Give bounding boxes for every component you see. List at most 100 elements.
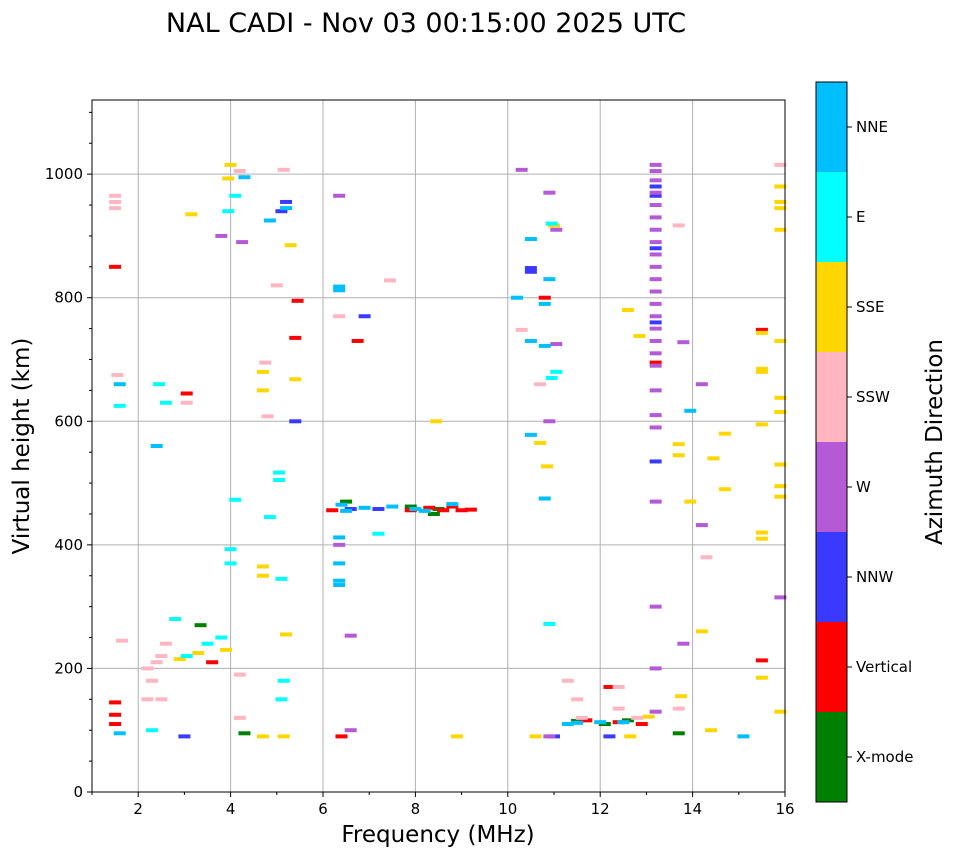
x-axis: 2 4 6 8 10 12 14 16 [91, 792, 795, 818]
echo-point [515, 167, 528, 172]
echo-point [543, 419, 556, 424]
echo-point [649, 162, 662, 167]
echo-point [273, 470, 286, 475]
echo-point [649, 190, 662, 195]
echo-point [755, 675, 768, 680]
echo-point [116, 638, 129, 643]
echo-point [180, 391, 193, 396]
colorbar-segment [816, 442, 847, 532]
echo-point [571, 697, 584, 702]
echo-point [215, 635, 228, 640]
echo-point [635, 722, 648, 727]
x-tick-label: 14 [683, 800, 702, 818]
y-tick-label: 1000 [45, 165, 83, 183]
echo-point [275, 576, 288, 581]
echo-point [109, 264, 122, 269]
echo-point [224, 547, 237, 552]
echo-point [649, 246, 662, 251]
echo-point [677, 641, 690, 646]
echo-point [224, 561, 237, 566]
x-tick-label: 2 [133, 800, 143, 818]
echo-point [222, 209, 235, 214]
colorbar-tick-label: SSW [856, 388, 890, 406]
echo-point [561, 722, 574, 727]
echo-point [109, 199, 122, 204]
x-axis-label: Frequency (MHz) [341, 822, 534, 848]
echo-point [284, 243, 297, 248]
echo-point [418, 508, 431, 513]
colorbar-segment [816, 172, 847, 262]
echo-point [633, 334, 646, 339]
echo-point [113, 731, 126, 736]
colorbar-segment [816, 712, 847, 802]
echo-point [335, 502, 348, 507]
x-tick-label: 4 [226, 800, 236, 818]
chart-title: NAL CADI - Nov 03 00:15:00 2025 UTC [166, 8, 686, 39]
echo-point [233, 715, 246, 720]
echo-point [695, 382, 708, 387]
echo-point [774, 338, 787, 343]
y-tick-label: 600 [54, 412, 83, 430]
echo-point [194, 623, 207, 628]
echo-point [146, 678, 159, 683]
echo-point [113, 382, 126, 387]
echo-point [150, 444, 163, 448]
echo-point [649, 666, 662, 671]
echo-point [263, 515, 276, 520]
echo-point [755, 536, 768, 541]
echo-point [335, 734, 348, 739]
echo-point [649, 351, 662, 356]
echo-point [437, 508, 450, 513]
grid-lines [92, 100, 786, 793]
echo-point [340, 499, 353, 504]
colorbar-segment [816, 82, 847, 172]
echo-point [642, 714, 655, 719]
echo-point [649, 413, 662, 418]
echo-point [774, 162, 787, 167]
echo-point [386, 504, 399, 509]
echo-point [427, 511, 440, 516]
echo-point [649, 326, 662, 331]
echo-point [263, 218, 276, 223]
echo-point [169, 617, 182, 621]
echo-point [333, 314, 346, 319]
echo-point [649, 227, 662, 232]
echo-point [515, 327, 528, 332]
echo-point [718, 431, 731, 436]
echo-point [695, 523, 708, 528]
colorbar-label: Azimuth Direction [922, 339, 948, 545]
echo-point [580, 718, 593, 723]
echo-point [774, 595, 787, 600]
echo-point [180, 400, 193, 405]
x-tick-label: 8 [411, 800, 421, 818]
echo-point [524, 266, 537, 271]
y-tick-label: 800 [54, 289, 83, 307]
echo-point [277, 734, 290, 739]
echo-point [774, 184, 787, 189]
echo-point [755, 327, 768, 332]
echo-point [259, 360, 272, 365]
echo-point [344, 728, 357, 733]
echo-point [538, 343, 551, 348]
echo-point [755, 366, 768, 371]
echo-point [201, 641, 214, 646]
echo-point [649, 709, 662, 714]
echo-point [774, 484, 787, 489]
echo-point [333, 542, 346, 547]
echo-point [541, 464, 554, 469]
echo-point [571, 720, 584, 725]
echo-point [109, 712, 122, 717]
echo-point [423, 505, 436, 510]
echo-point [684, 499, 697, 504]
echo-point [649, 277, 662, 282]
colorbar-segment [816, 622, 847, 712]
echo-point [455, 508, 468, 513]
echo-point [774, 395, 787, 400]
echo-point [550, 227, 563, 232]
x-tick-label: 10 [498, 800, 517, 818]
echo-point [545, 221, 558, 226]
echo-point [152, 382, 165, 387]
echo-point [236, 240, 249, 245]
colorbar-tick-label: NNE [856, 118, 888, 136]
